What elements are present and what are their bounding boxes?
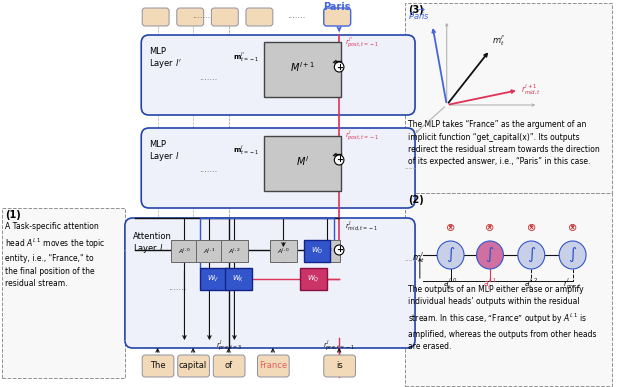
Text: France: France [259, 361, 287, 370]
Text: $W_V$: $W_V$ [207, 274, 220, 284]
Bar [196, 240, 223, 262]
Text: $r^{l+1}_{mid,t}$: $r^{l+1}_{mid,t}$ [521, 83, 541, 98]
Text: capital: capital [179, 361, 207, 370]
Bar [171, 240, 198, 262]
Bar [300, 268, 326, 290]
FancyBboxPatch shape [178, 355, 209, 377]
Text: .......: ....... [199, 72, 218, 82]
Text: $\int$: $\int$ [446, 246, 455, 264]
Text: $r^l_{mid,t=-1}$: $r^l_{mid,t=-1}$ [345, 219, 378, 233]
Text: .......: ....... [168, 284, 187, 293]
Text: $\int$: $\int$ [527, 246, 536, 264]
Text: is: is [336, 361, 342, 370]
FancyBboxPatch shape [142, 8, 169, 26]
Circle shape [518, 241, 545, 269]
FancyBboxPatch shape [213, 355, 245, 377]
Text: $W_O$: $W_O$ [311, 246, 323, 256]
FancyBboxPatch shape [324, 355, 355, 377]
Text: ⊗: ⊗ [446, 223, 455, 233]
Text: of: of [225, 361, 233, 370]
Bar [221, 240, 248, 262]
Text: $M^{l}$: $M^{l}$ [296, 154, 309, 168]
Circle shape [437, 241, 464, 269]
Text: +: + [335, 156, 342, 164]
Text: $m^l_t$: $m^l_t$ [412, 250, 424, 265]
Text: $m^{l'}_{t}$: $m^{l'}_{t}$ [492, 33, 506, 48]
Text: $A^{l,0}$: $A^{l,0}$ [277, 247, 290, 256]
Text: +: + [335, 245, 342, 255]
Text: (2): (2) [408, 195, 424, 205]
Text: ⊗: ⊗ [527, 223, 536, 233]
Bar [225, 268, 252, 290]
Text: $r^{l'}_{post,t=-1}$: $r^{l'}_{post,t=-1}$ [345, 36, 380, 50]
Bar [200, 268, 227, 290]
Text: $W_Q$: $W_Q$ [307, 274, 319, 284]
Text: .......: ....... [287, 12, 305, 21]
Text: $M^{l+1}$: $M^{l+1}$ [290, 60, 315, 74]
Text: ⊗: ⊗ [568, 223, 577, 233]
Text: (1): (1) [5, 210, 20, 220]
Text: Layer $l$: Layer $l$ [132, 242, 163, 255]
Text: $a^{l,2}_t$: $a^{l,2}_t$ [524, 277, 538, 293]
Text: $A^{l,1}$: $A^{l,1}$ [203, 247, 216, 256]
Bar [264, 136, 341, 191]
Text: Layer $l'$: Layer $l'$ [149, 57, 182, 70]
Text: $\overrightarrow{Paris}$: $\overrightarrow{Paris}$ [408, 7, 431, 22]
Text: The outputs of an MLP either erase or amplify
individual heads’ outputs within t: The outputs of an MLP either erase or am… [408, 285, 597, 351]
Bar [2, 208, 125, 378]
Text: .......: ....... [199, 166, 218, 175]
Text: Attention: Attention [132, 232, 172, 241]
FancyBboxPatch shape [141, 128, 415, 208]
Bar [313, 240, 340, 262]
FancyBboxPatch shape [141, 35, 415, 115]
Text: +: + [335, 62, 342, 72]
Text: The: The [150, 361, 165, 370]
Bar [405, 3, 612, 193]
Text: $A^{l,2}$: $A^{l,2}$ [228, 247, 241, 256]
FancyBboxPatch shape [142, 355, 174, 377]
Text: $\int$: $\int$ [568, 246, 577, 264]
Text: $\int$: $\int$ [485, 246, 495, 264]
FancyBboxPatch shape [125, 218, 415, 348]
Text: $r^l_{pre,t}$: $r^l_{pre,t}$ [563, 277, 582, 293]
Bar [405, 193, 612, 386]
FancyBboxPatch shape [246, 8, 273, 26]
Text: Layer $l$: Layer $l$ [149, 150, 179, 163]
Text: $a^{l,1}_t$: $a^{l,1}_t$ [483, 277, 497, 293]
Text: MLP: MLP [149, 47, 166, 56]
Text: $r^l_{post,t=-1}$: $r^l_{post,t=-1}$ [345, 128, 380, 144]
Text: $A^{l,0}$: $A^{l,0}$ [178, 247, 191, 256]
Text: ⊗: ⊗ [485, 223, 495, 233]
Text: $W_K$: $W_K$ [232, 274, 244, 284]
Bar [270, 240, 297, 262]
Text: The MLP takes “France” as the argument of an
implicit function “get_capital(x)”.: The MLP takes “France” as the argument o… [408, 120, 600, 166]
Circle shape [559, 241, 586, 269]
Text: $a^{l,0}_t$: $a^{l,0}_t$ [444, 277, 458, 293]
Text: (3): (3) [408, 5, 424, 15]
Text: $\mathbf{m}^l_{t=-1}$: $\mathbf{m}^l_{t=-1}$ [234, 143, 259, 157]
Circle shape [334, 245, 344, 255]
Text: $r^l_{pre,t=3}$: $r^l_{pre,t=3}$ [216, 338, 242, 353]
Bar [264, 42, 341, 97]
Circle shape [477, 241, 504, 269]
Circle shape [334, 62, 344, 72]
Text: .......: ....... [193, 12, 211, 21]
FancyBboxPatch shape [324, 8, 351, 26]
Text: $A^{l,2}$: $A^{l,2}$ [320, 247, 333, 256]
Bar [303, 240, 330, 262]
Text: $\mathbf{m}^{l'}_{t=-1}$: $\mathbf{m}^{l'}_{t=-1}$ [234, 50, 259, 63]
Text: A Task-specific attention
head $A^{l,1}$ moves the topic
entity, i.e., "France,": A Task-specific attention head $A^{l,1}$… [5, 222, 106, 288]
FancyBboxPatch shape [177, 8, 204, 26]
Text: $r^l_{pre,t=-1}$: $r^l_{pre,t=-1}$ [323, 338, 355, 353]
FancyBboxPatch shape [257, 355, 289, 377]
Circle shape [334, 155, 344, 165]
Text: Paris: Paris [323, 2, 351, 12]
FancyBboxPatch shape [211, 8, 238, 26]
Text: MLP: MLP [149, 140, 166, 149]
